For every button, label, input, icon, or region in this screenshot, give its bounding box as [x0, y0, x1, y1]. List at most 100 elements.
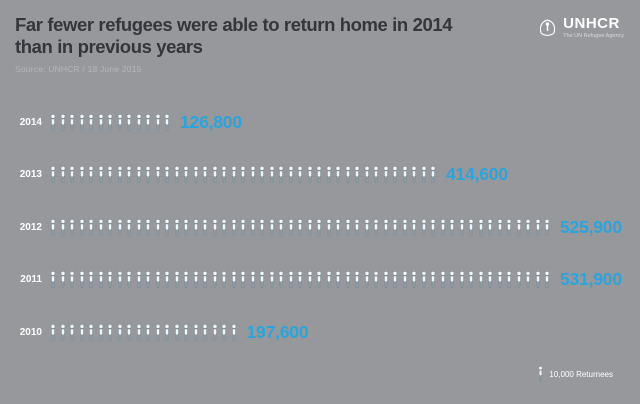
person-icon: [126, 323, 132, 341]
person-icon: [430, 218, 436, 236]
person-icon: [79, 323, 84, 341]
person-icon: [221, 166, 227, 183]
chart-row: 2014 126,800: [13, 96, 630, 149]
person-icon: [50, 271, 56, 288]
person-icon: [316, 166, 322, 183]
person-icon: [240, 271, 246, 288]
person-icon: [354, 218, 360, 236]
title-line-2: than in previous years: [15, 35, 203, 57]
person-icon: [155, 271, 160, 288]
person-icon: [383, 218, 388, 236]
person-icon: [411, 271, 417, 288]
person-icon: [402, 271, 407, 288]
person-icon: [411, 166, 417, 183]
person-icon: [69, 218, 75, 236]
person-icon: [136, 271, 141, 288]
person-icon: [107, 218, 113, 236]
person-icon: [193, 218, 198, 236]
person-icon: [326, 218, 331, 236]
person-icon: [231, 218, 236, 236]
icon-row: [49, 271, 551, 288]
person-icon: [174, 323, 179, 341]
person-icon: [402, 166, 407, 183]
person-icon: [459, 271, 464, 288]
person-icon: [392, 271, 398, 288]
person-icon: [516, 271, 521, 288]
year-label: 2014: [19, 116, 42, 128]
person-icon: [316, 271, 322, 288]
person-icon: [345, 218, 350, 236]
person-icon: [288, 271, 293, 288]
person-icon: [60, 218, 65, 236]
value-label: 531,900: [560, 269, 622, 290]
person-icon: [145, 113, 151, 131]
logo-wordmark: UNHCR: [563, 15, 620, 32]
person-icon: [98, 271, 103, 288]
person-icon: [50, 323, 56, 341]
person-icon: [145, 218, 151, 236]
person-icon: [88, 271, 94, 288]
person-icon: [231, 271, 236, 288]
person-icon: [421, 166, 426, 183]
person-icon: [88, 218, 94, 236]
person-icon: [538, 366, 543, 381]
person-icon: [402, 218, 407, 236]
legend-label: 10,000 Returnees: [549, 370, 613, 379]
logo-text-block: UNHCR The UN Refugee Agency: [563, 16, 624, 39]
person-icon: [487, 218, 493, 236]
person-icon: [79, 113, 84, 131]
person-icon: [259, 218, 265, 236]
person-icon: [354, 166, 360, 183]
person-icon: [117, 323, 122, 341]
person-icon: [231, 166, 236, 183]
person-icon: [98, 113, 103, 131]
person-icon: [183, 166, 189, 183]
person-icon: [164, 113, 170, 131]
person-icon: [69, 323, 75, 341]
person-icon: [136, 323, 141, 341]
person-icon: [145, 323, 151, 341]
chart-row: 2012 525,900: [13, 201, 630, 254]
person-icon: [98, 166, 103, 183]
year-label: 2013: [19, 169, 42, 181]
person-icon: [183, 218, 189, 236]
person-icon: [221, 323, 227, 341]
person-icon: [335, 218, 341, 236]
person-icon: [307, 271, 312, 288]
person-icon: [69, 271, 75, 288]
page-title: Far fewer refugees were able to return h…: [15, 14, 453, 58]
person-icon: [288, 218, 293, 236]
person-icon: [240, 166, 246, 183]
person-icon: [364, 218, 369, 236]
person-icon: [449, 271, 455, 288]
person-icon: [421, 271, 426, 288]
person-icon: [516, 218, 521, 236]
person-icon: [354, 271, 360, 288]
person-icon: [183, 323, 189, 341]
person-icon: [430, 271, 436, 288]
person-icon: [212, 218, 217, 236]
person-icon: [107, 113, 113, 131]
person-icon: [155, 323, 160, 341]
person-icon: [183, 271, 189, 288]
person-icon: [297, 271, 303, 288]
value-label: 197,600: [246, 321, 309, 342]
person-icon: [373, 218, 379, 236]
person-icon: [221, 218, 227, 236]
person-icon: [212, 166, 217, 183]
person-icon: [136, 166, 141, 183]
chart-row: 2011 531,900: [13, 254, 630, 307]
person-icon: [544, 218, 550, 236]
logo-tagline: The UN Refugee Agency: [563, 33, 624, 39]
icon-row: [49, 113, 171, 131]
person-icon: [430, 166, 436, 183]
person-icon: [411, 218, 417, 236]
icon-row: [49, 218, 551, 236]
person-icon: [79, 218, 84, 236]
person-icon: [155, 218, 160, 236]
person-icon: [240, 218, 246, 236]
person-icon: [107, 271, 113, 288]
person-icon: [212, 271, 217, 288]
person-icon: [88, 113, 94, 131]
person-icon: [174, 271, 179, 288]
